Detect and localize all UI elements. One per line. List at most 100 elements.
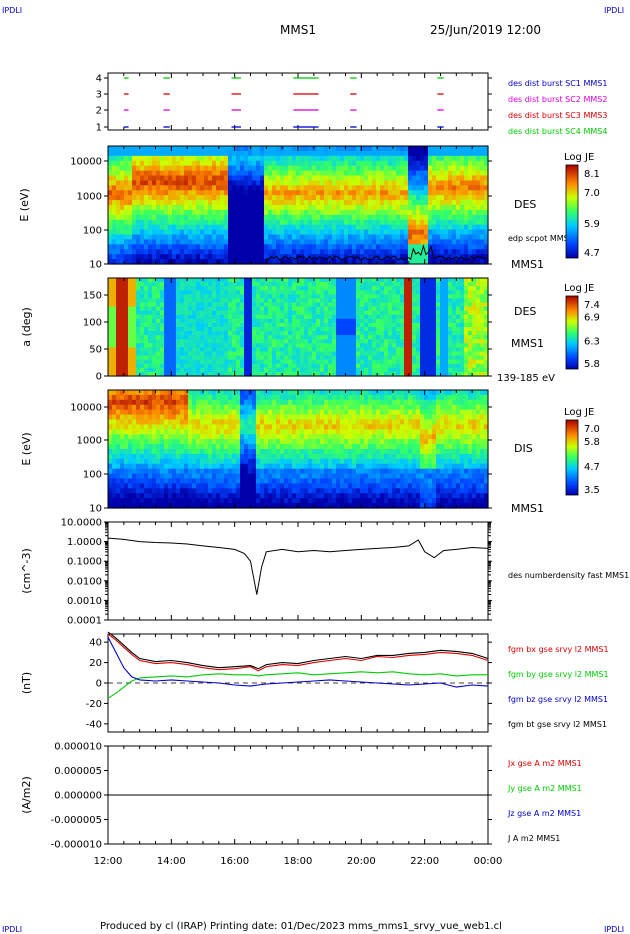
spectrogram-cell xyxy=(196,351,201,357)
spectrogram-cell xyxy=(212,343,217,349)
spectrogram-cell xyxy=(320,306,325,312)
spectrogram-cell xyxy=(112,473,117,480)
spectrogram-cell xyxy=(284,314,289,320)
spectrogram-cell xyxy=(468,185,473,191)
spectrogram-cell xyxy=(328,150,333,157)
spectrogram-cell xyxy=(440,327,445,332)
spectrogram-cell xyxy=(456,160,461,167)
spectrogram-cell xyxy=(180,371,185,377)
spectrogram-cell xyxy=(224,347,229,353)
spectrogram-cell xyxy=(416,160,421,167)
spectrogram-cell xyxy=(308,322,313,328)
spectrogram-cell xyxy=(420,185,425,191)
spectrogram-cell xyxy=(188,318,193,324)
spectrogram-cell xyxy=(360,290,365,295)
spectrogram-cell xyxy=(364,165,369,172)
spectrogram-cell xyxy=(116,439,121,445)
spectrogram-cell xyxy=(224,254,229,260)
spectrogram-cell xyxy=(324,185,329,191)
spectrogram-cell xyxy=(276,190,281,196)
spectrogram-cell xyxy=(432,318,437,324)
spectrogram-cell xyxy=(116,310,121,316)
spectrogram-cell xyxy=(348,298,353,304)
spectrogram-cell xyxy=(484,249,489,255)
spectrogram-cell xyxy=(188,347,193,353)
spectrogram-cell xyxy=(356,209,361,216)
spectrogram-cell xyxy=(256,244,261,250)
spectrogram-cell xyxy=(316,190,321,196)
spectrogram-cell xyxy=(424,180,429,186)
spectrogram-cell xyxy=(464,310,469,316)
spectrogram-cell xyxy=(152,259,157,265)
spectrogram-cell xyxy=(112,209,117,216)
spectrogram-cell xyxy=(268,359,273,365)
spectrogram-cell xyxy=(476,355,481,361)
spectrogram-cell xyxy=(132,483,137,489)
spectrogram-cell xyxy=(304,343,309,349)
spectrogram-cell xyxy=(384,318,389,324)
spectrogram-cell xyxy=(160,219,165,226)
spectrogram-cell xyxy=(400,339,405,344)
spectrogram-cell xyxy=(448,175,453,182)
spectrogram-cell xyxy=(340,209,345,216)
spectrogram-cell xyxy=(160,318,165,324)
spectrogram-cell xyxy=(212,347,217,353)
spectrogram-cell xyxy=(352,351,357,357)
spectrogram-cell xyxy=(308,318,313,324)
spectrogram-cell xyxy=(304,359,309,365)
spectrogram-cell xyxy=(292,310,297,316)
spectrogram-cell xyxy=(252,150,257,157)
spectrogram-cell xyxy=(320,322,325,328)
spectrogram-cell xyxy=(376,306,381,312)
spectrogram-cell xyxy=(204,185,209,191)
spectrogram-cell xyxy=(384,219,389,226)
spectrogram-cell xyxy=(448,195,453,201)
spectrogram-cell xyxy=(128,488,133,494)
spectrogram-cell xyxy=(452,322,457,328)
spectrogram-cell xyxy=(124,205,129,211)
spectrogram-cell xyxy=(232,306,237,312)
spectrogram-cell xyxy=(184,310,189,316)
spectrogram-cell xyxy=(444,322,449,328)
spectrogram-cell xyxy=(444,371,449,377)
spectrogram-cell xyxy=(436,339,441,344)
spectrogram-cell xyxy=(436,205,441,211)
spectrogram-cell xyxy=(312,150,317,157)
spectrogram-cell xyxy=(168,351,173,357)
spectrogram-cell xyxy=(136,244,141,250)
spectrogram-cell xyxy=(192,150,197,157)
spectrogram-cell xyxy=(400,150,405,157)
spectrogram-cell xyxy=(348,339,353,344)
spectrogram-cell xyxy=(216,347,221,353)
spectrogram-cell xyxy=(220,359,225,365)
spectrogram-cell xyxy=(228,331,233,336)
spectrogram-cell xyxy=(288,259,293,265)
spectrogram-cell xyxy=(420,339,425,344)
y-tick-label: 150 xyxy=(83,291,102,302)
spectrogram-cell xyxy=(468,180,473,186)
spectrogram-cell xyxy=(224,219,229,226)
spectrogram-cell xyxy=(120,355,125,361)
spectrogram-cell xyxy=(272,214,277,221)
spectrogram-cell xyxy=(456,146,461,152)
spectrogram-cell xyxy=(336,327,341,332)
spectrogram-cell xyxy=(224,259,229,265)
spectrogram-cell xyxy=(128,214,133,221)
spectrogram-cell xyxy=(240,175,245,182)
spectrogram-cell xyxy=(208,146,213,152)
spectrogram-cell xyxy=(364,343,369,349)
spectrogram-cell xyxy=(228,282,233,287)
spectrogram-cell xyxy=(480,205,485,211)
spectrogram-cell xyxy=(396,278,401,283)
spectrogram-cell xyxy=(196,314,201,320)
spectrogram-cell xyxy=(368,282,373,287)
spectrogram-cell xyxy=(116,473,121,480)
spectrogram-cell xyxy=(464,298,469,304)
spectrogram-cell xyxy=(120,327,125,332)
spectrogram-cell xyxy=(464,205,469,211)
spectrogram-cell xyxy=(352,286,357,291)
spectrogram-cell xyxy=(272,282,277,287)
spectrogram-cell xyxy=(160,244,165,250)
spectrogram-cell xyxy=(344,363,349,369)
spectrogram-cell xyxy=(348,355,353,361)
